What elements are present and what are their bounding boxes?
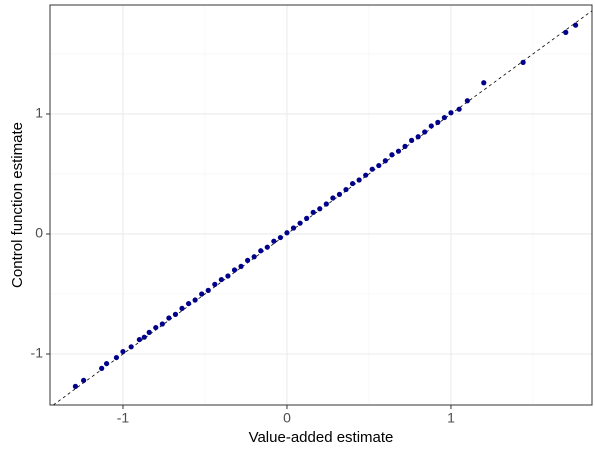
point (113, 354, 120, 361)
point (336, 191, 343, 197)
point (185, 300, 192, 307)
x-axis-title: Value-added estimate (249, 429, 394, 446)
point (376, 162, 382, 169)
point (258, 248, 264, 254)
point (356, 177, 362, 183)
point (72, 383, 79, 389)
point (128, 344, 134, 350)
point (159, 321, 165, 327)
point (382, 158, 388, 164)
point (231, 267, 238, 273)
point (422, 129, 428, 135)
point (409, 137, 415, 143)
point (290, 225, 297, 231)
point (238, 263, 244, 269)
point (153, 324, 159, 331)
point (395, 148, 402, 154)
point (481, 80, 487, 86)
point (563, 29, 569, 35)
point (310, 209, 316, 215)
point (120, 348, 126, 355)
panel-border (49, 4, 593, 406)
point (146, 329, 152, 335)
point (369, 166, 375, 172)
point (441, 114, 448, 121)
point (179, 305, 185, 311)
point (103, 360, 110, 367)
x-tick-label: 0 (283, 410, 291, 426)
point (251, 254, 257, 260)
point (323, 201, 329, 207)
point (349, 180, 356, 187)
point (218, 276, 224, 283)
point (264, 244, 270, 250)
point (304, 215, 310, 221)
reference-line (53, 10, 593, 406)
y-tick-label: 1 (35, 105, 43, 121)
point (464, 98, 470, 104)
point (225, 273, 231, 279)
point (415, 134, 421, 140)
point (363, 172, 369, 178)
x-tick-label: -1 (117, 410, 130, 426)
point (245, 257, 251, 263)
point (297, 220, 303, 226)
x-tick-label: 1 (447, 410, 455, 426)
y-tick-label: 0 (35, 225, 43, 241)
point (81, 377, 87, 383)
point (199, 291, 205, 297)
point (99, 365, 105, 371)
point (573, 22, 579, 28)
y-axis-title: Control function estimate (9, 122, 26, 288)
point (389, 152, 395, 158)
point (277, 234, 284, 241)
point (402, 143, 408, 149)
point (435, 119, 441, 125)
point (330, 195, 336, 201)
point (205, 287, 211, 293)
point (520, 59, 526, 65)
point (284, 230, 290, 236)
point (141, 334, 147, 340)
point (212, 281, 218, 287)
point (428, 123, 434, 129)
point (192, 297, 198, 303)
y-tick-label: -1 (31, 345, 44, 361)
point (317, 206, 323, 212)
point (136, 336, 142, 343)
point (166, 315, 172, 321)
point (343, 186, 349, 193)
point (456, 106, 462, 112)
point (448, 110, 454, 116)
point (172, 311, 179, 317)
point (271, 238, 277, 244)
